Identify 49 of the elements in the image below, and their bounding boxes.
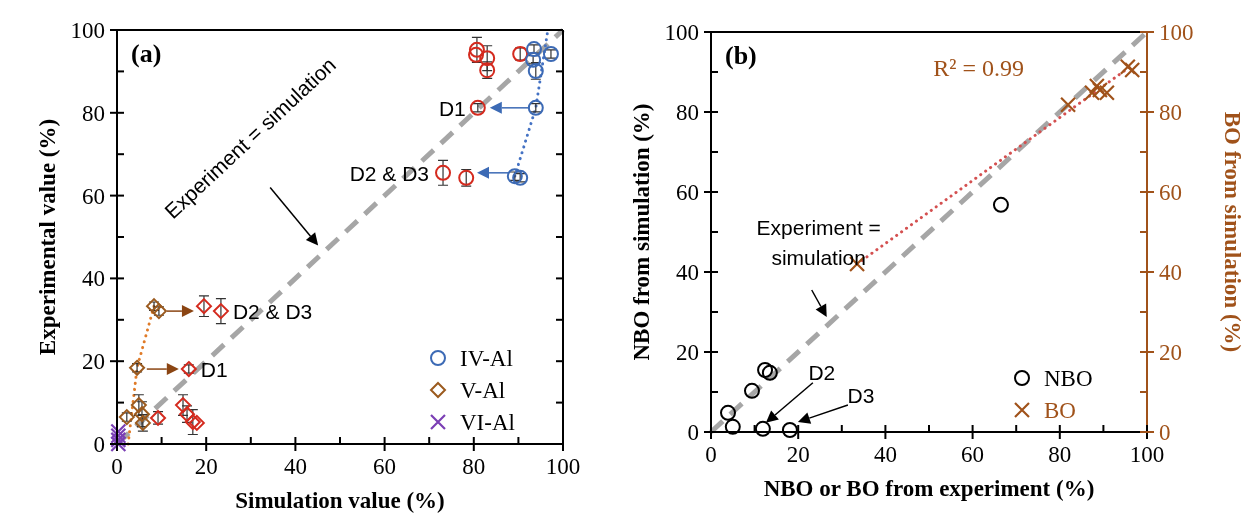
x-tick-label: 60 [373, 454, 397, 479]
annotation: D3 [847, 384, 875, 407]
x-tick-label: 100 [545, 454, 581, 479]
y2-tick-label: 80 [1159, 100, 1182, 125]
y-tick-label: 80 [676, 100, 699, 125]
chart-title: (b) [725, 41, 757, 70]
y-tick-label: 100 [70, 18, 105, 43]
x-tick-label: 0 [111, 454, 123, 479]
x-axis-title: Simulation value (%) [235, 488, 445, 513]
y2-tick-label: 100 [1159, 20, 1194, 45]
x-tick-label: 40 [873, 442, 897, 467]
annotation: D1 [438, 96, 466, 120]
y2-tick-label: 60 [1159, 180, 1182, 205]
x-tick-label: 100 [1129, 442, 1165, 467]
y-tick-label: 60 [82, 183, 105, 209]
y2-tick-label: 40 [1159, 260, 1182, 285]
y-tick-label: 100 [664, 20, 699, 45]
x-tick-label: 80 [1048, 442, 1072, 467]
annotation: R² = 0.99 [933, 55, 1025, 81]
y-tick-label: 20 [82, 349, 105, 375]
x-tick-label: 20 [194, 454, 218, 479]
legend-label: NBO [1044, 366, 1093, 391]
y-tick-label: 20 [676, 340, 699, 365]
y2-axis-title: BO from simulation (%) [1220, 111, 1245, 353]
annotation: D2 [808, 360, 836, 384]
legend-label: IV-Al [460, 346, 513, 371]
y-tick-label: 60 [676, 180, 699, 205]
x-tick-label: 60 [961, 442, 985, 467]
y-axis-title: NBO from simulation (%) [629, 103, 654, 361]
legend-label: BO [1044, 398, 1076, 423]
y2-tick-label: 0 [1159, 420, 1171, 445]
annotation: D1 [200, 358, 228, 382]
y-tick-label: 0 [687, 420, 699, 445]
legend-label: V-Al [460, 378, 506, 403]
y-axis-title: Experimental value (%) [35, 118, 60, 356]
x-axis-title: NBO or BO from experiment (%) [763, 476, 1095, 501]
y-tick-label: 80 [82, 100, 105, 126]
y-tick-label: 40 [676, 260, 699, 285]
x-tick-label: 40 [283, 454, 307, 479]
chart-title: (a) [131, 39, 162, 68]
annotation: D2 & D3 [349, 161, 430, 185]
annotation: D2 & D3 [232, 300, 313, 324]
y2-tick-label: 20 [1159, 340, 1182, 365]
legend-label: VI-Al [460, 410, 515, 435]
x-tick-label: 0 [705, 442, 717, 467]
x-tick-label: 80 [462, 454, 486, 479]
x-tick-label: 20 [786, 442, 810, 467]
y-tick-label: 40 [82, 266, 105, 292]
annotation: Experiment = simulation [756, 216, 881, 269]
